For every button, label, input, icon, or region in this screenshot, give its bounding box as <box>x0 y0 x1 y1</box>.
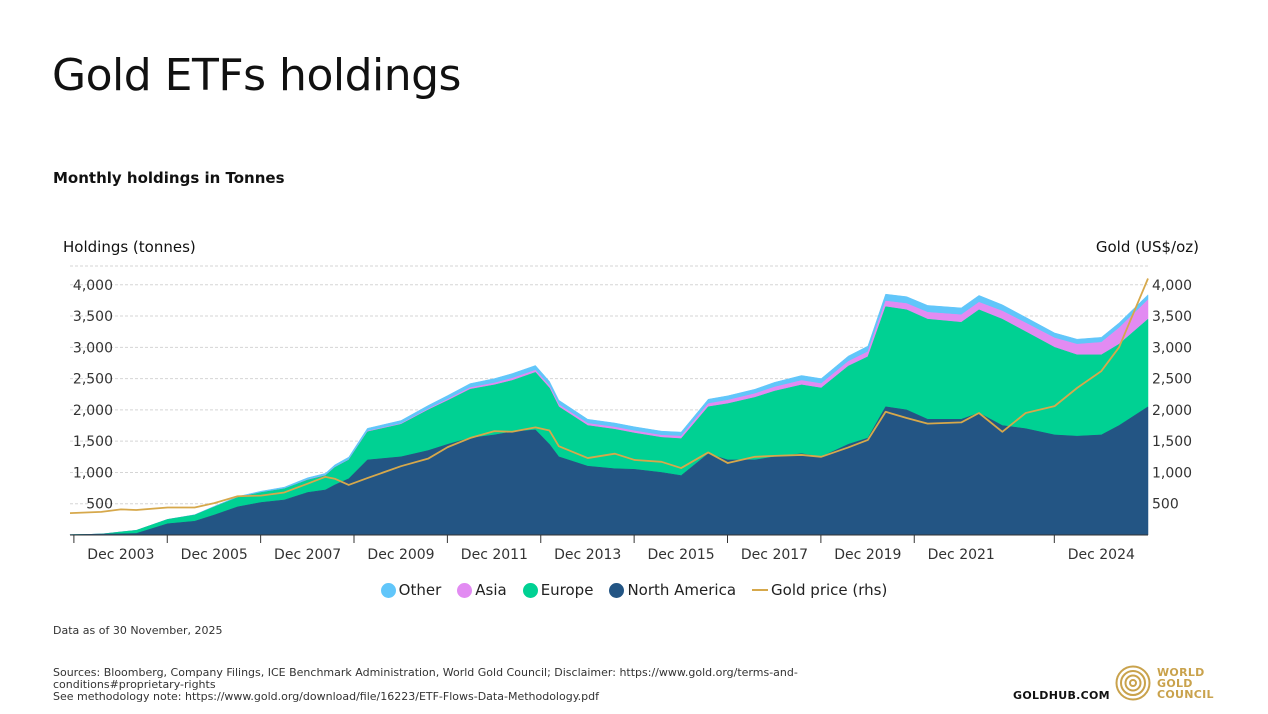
data-as-of-note: Data as of 30 November, 2025 <box>53 624 223 637</box>
logo-rings-icon <box>1115 665 1151 701</box>
y2-tick-label: 3,500 <box>1152 309 1192 325</box>
x-tick-label: Dec 2013 <box>554 547 621 563</box>
y2-tick-label: 1,000 <box>1152 465 1192 481</box>
x-tick-label: Dec 2017 <box>741 547 808 563</box>
legend-swatch-north-america <box>609 582 625 598</box>
legend-item-europe[interactable]: Europe <box>522 581 594 599</box>
legend-label-gold-price: Gold price (rhs) <box>771 581 888 599</box>
legend-swatch-gold-price <box>752 589 769 591</box>
legend-label-europe: Europe <box>540 581 594 599</box>
logo-line-world: WORLD <box>1157 665 1205 679</box>
y-tick-label: 500 <box>86 497 113 513</box>
y2-tick-label: 3,000 <box>1152 340 1192 356</box>
y-tick-label: 1,500 <box>73 434 113 450</box>
logo-line-council: COUNCIL <box>1157 687 1214 701</box>
x-tick-label: Dec 2024 <box>1068 547 1135 563</box>
page-title: Gold ETFs holdings <box>52 50 461 101</box>
x-tick-label: Dec 2019 <box>834 547 901 563</box>
legend-item-north-america[interactable]: North America <box>609 581 736 599</box>
x-tick-label: Dec 2005 <box>181 547 248 563</box>
legend-swatch-europe <box>522 582 538 598</box>
x-tick-label: Dec 2021 <box>928 547 995 563</box>
y-tick-label: 2,500 <box>73 372 113 388</box>
legend-item-gold-price[interactable]: Gold price (rhs) <box>752 581 887 599</box>
goldhub-link[interactable]: GOLDHUB.COM <box>1013 689 1110 702</box>
legend-label-asia: Asia <box>475 581 507 599</box>
logo-line-gold: GOLD <box>1157 676 1193 690</box>
y-tick-label: 1,000 <box>73 465 113 481</box>
y2-tick-label: 1,500 <box>1152 434 1192 450</box>
world-gold-council-logo: WORLD GOLD COUNCIL <box>1115 665 1214 701</box>
legend-item-other[interactable]: Other <box>380 581 442 599</box>
x-tick-label: Dec 2009 <box>367 547 434 563</box>
y2-tick-label: 2,500 <box>1152 372 1192 388</box>
legend-swatch-other <box>380 582 396 598</box>
methodology-text: See methodology note: https://www.gold.o… <box>53 690 599 703</box>
axes: 500 1,000 1,500 2,000 2,500 3,000 3,500 4,000 50… <box>70 278 1192 563</box>
y2-axis-label: Gold (US$/oz) <box>1096 238 1199 256</box>
legend-label-north-america: North America <box>627 581 737 599</box>
legend-item-asia[interactable]: Asia <box>457 581 507 599</box>
y-axis-label: Holdings (tonnes) <box>63 238 196 256</box>
legend-swatch-asia <box>457 582 473 598</box>
x-tick-label: Dec 2003 <box>87 547 154 563</box>
gold-price-line <box>69 278 1149 515</box>
holdings-area-chart: 500 1,000 1,500 2,000 2,500 3,000 3,500 4,000 50… <box>63 238 1199 563</box>
sources-note: Sources: Bloomberg, Company Filings, ICE… <box>53 667 923 703</box>
y2-tick-label: 500 <box>1152 497 1179 513</box>
sources-text: Sources: Bloomberg, Company Filings, ICE… <box>53 666 798 691</box>
y2-tick-label: 4,000 <box>1152 278 1192 294</box>
logo-wordmark: WORLD GOLD COUNCIL <box>1157 667 1214 700</box>
x-tick-label: Dec 2007 <box>274 547 341 563</box>
gold-price-line-layer <box>69 278 1149 515</box>
y2-tick-label: 2,000 <box>1152 403 1192 419</box>
x-tick-label: Dec 2015 <box>648 547 715 563</box>
chart-legend: Other Asia Europe North America Gold pri… <box>0 581 1268 599</box>
chart-container: 500 1,000 1,500 2,000 2,500 3,000 3,500 4,000 50… <box>0 230 1268 620</box>
y-tick-label: 4,000 <box>73 278 113 294</box>
y-tick-label: 3,500 <box>73 309 113 325</box>
y-tick-label: 3,000 <box>73 340 113 356</box>
chart-subtitle: Monthly holdings in Tonnes <box>53 169 285 187</box>
y-tick-label: 2,000 <box>73 403 113 419</box>
legend-label-other: Other <box>398 581 442 599</box>
x-tick-label: Dec 2011 <box>461 547 528 563</box>
